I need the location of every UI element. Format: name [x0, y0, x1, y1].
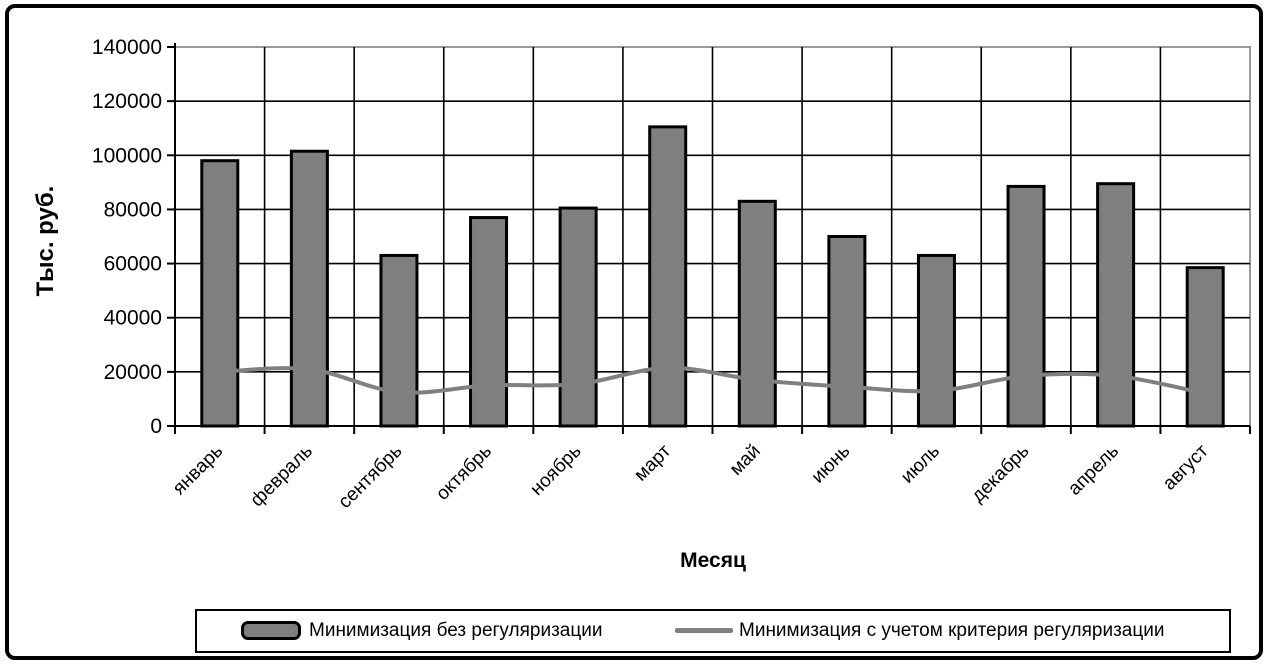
x-tick-label: август	[1159, 440, 1213, 494]
x-tick-label: сентябрь	[334, 441, 406, 513]
x-tick-label: июль	[897, 441, 944, 488]
y-tick-label: 0	[150, 415, 162, 438]
line-series	[217, 365, 1208, 396]
x-tick-label: январь	[169, 441, 228, 500]
bar-ноябрь	[558, 206, 598, 428]
y-tick-label: 20000	[104, 361, 162, 384]
bar-series-swatch-icon	[241, 621, 301, 640]
bar-июль	[916, 253, 956, 428]
y-tick-label: 80000	[104, 198, 162, 221]
y-tick-label: 60000	[104, 253, 162, 276]
x-tick-label: март	[630, 440, 675, 485]
x-tick-label: февраль	[247, 441, 317, 511]
bar-май	[737, 199, 777, 428]
x-tick-label: апрель	[1064, 441, 1123, 500]
bar-октябрь	[469, 216, 509, 428]
x-tick-label: июнь	[808, 441, 855, 488]
bar-март	[648, 125, 688, 428]
x-tick-label: декабрь	[968, 441, 1034, 507]
y-tick-label: 40000	[104, 307, 162, 330]
legend: Минимизация без регуляризации Минимизаци…	[195, 609, 1231, 653]
bar-январь	[200, 159, 240, 428]
y-tick-label: 140000	[92, 36, 162, 59]
x-tick-label: октябрь	[432, 441, 496, 505]
x-axis-title: Месяц	[680, 549, 746, 572]
x-tick-label: май	[726, 441, 765, 480]
bar-август	[1185, 266, 1225, 428]
plot-layer: 0 20000 40000 60000 80000 100000 120000 140000 я…	[92, 36, 1251, 513]
y-axis-title: Тыс. руб.	[32, 186, 59, 297]
y-tick-label: 120000	[92, 90, 162, 113]
x-tick-label: ноябрь	[526, 441, 585, 500]
y-tick-label: 100000	[92, 144, 162, 167]
bar-февраль	[289, 149, 329, 428]
bar-июнь	[827, 235, 867, 428]
bar-апрель	[1096, 182, 1136, 428]
line-series-label: Минимизация с учетом критерия регуляриза…	[739, 620, 1165, 641]
bar-сентябрь	[379, 253, 419, 428]
line-series-swatch-icon	[675, 628, 733, 633]
image-border-frame	[5, 4, 1263, 660]
bar-series-label: Минимизация без регуляризации	[309, 620, 603, 641]
bar-декабрь	[1006, 184, 1046, 428]
